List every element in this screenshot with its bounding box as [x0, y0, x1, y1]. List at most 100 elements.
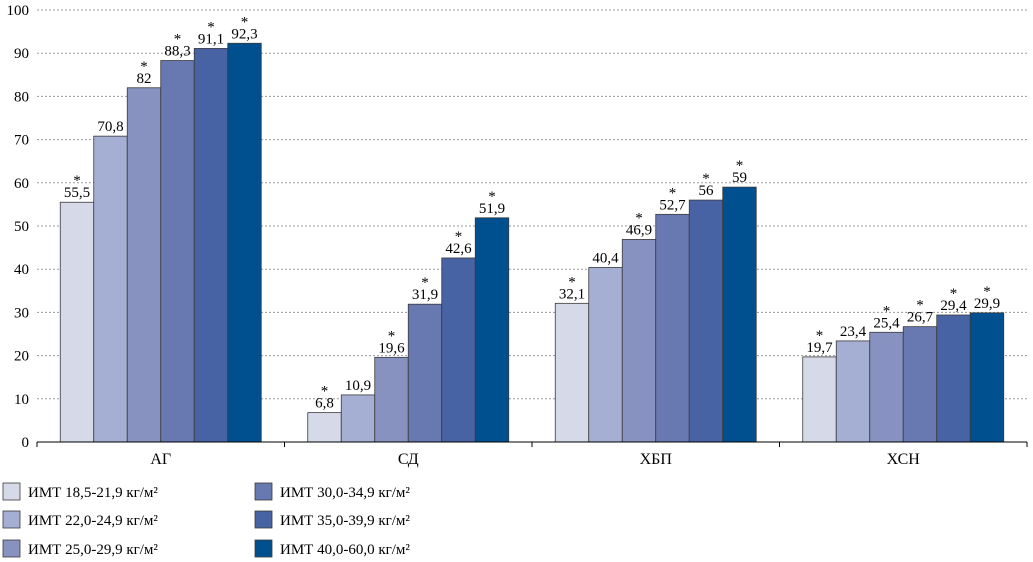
x-axis: АГ СД ХБП ХСН	[36, 441, 1028, 468]
data-label: 52,7	[659, 197, 686, 213]
significance-star: *	[241, 14, 249, 30]
legend-swatch	[254, 510, 273, 529]
y-tick-label: 0	[22, 435, 30, 451]
bar	[340, 394, 376, 443]
legend-label: ИМТ 25,0-29,9 кг/м²	[28, 542, 158, 558]
x-category-label: ХБП	[640, 451, 673, 468]
legend-swatch	[254, 482, 273, 501]
bar	[474, 217, 510, 443]
data-label: 56	[699, 183, 715, 199]
y-axis-ticks: 0 10 20 30 40 50 60 70 80 90 100	[7, 3, 30, 451]
legend-swatch	[2, 539, 21, 558]
legend-swatch	[254, 539, 273, 558]
data-label: 91,1	[198, 31, 224, 47]
x-category-label: ХСН	[887, 451, 921, 468]
bar	[93, 135, 128, 443]
bar	[936, 314, 971, 443]
significance-star: *	[73, 173, 81, 189]
data-label: 82	[137, 71, 152, 87]
x-category-label: АГ	[150, 451, 171, 468]
bar	[59, 201, 95, 443]
data-label: 88,3	[164, 44, 190, 60]
significance-star: *	[883, 303, 891, 319]
y-tick-label: 60	[14, 176, 29, 192]
bar	[374, 356, 409, 443]
data-label: 29,9	[974, 296, 1000, 312]
data-label: 19,6	[378, 340, 405, 356]
legend-label: ИМТ 22,0-24,9 кг/м²	[28, 513, 158, 529]
bar	[869, 331, 904, 443]
bar	[193, 48, 229, 443]
significance-star: *	[455, 229, 463, 245]
legend-swatch	[2, 510, 21, 529]
data-label: 51,9	[479, 201, 505, 217]
significance-star: *	[736, 158, 744, 174]
data-label: 70,8	[97, 119, 123, 135]
y-tick-label: 10	[14, 392, 29, 408]
bar	[588, 267, 623, 443]
legend-label: ИМТ 35,0-39,9 кг/м²	[280, 513, 410, 529]
significance-star: *	[140, 59, 148, 75]
bar	[307, 412, 342, 443]
data-label: 29,4	[940, 298, 967, 314]
data-label: 6,8	[315, 396, 334, 412]
significance-star: *	[207, 19, 215, 35]
data-label: 42,6	[445, 241, 472, 257]
data-label: 31,9	[412, 287, 438, 303]
significance-star: *	[816, 328, 824, 344]
data-label: 25,4	[873, 315, 900, 331]
bar	[969, 312, 1005, 443]
bar	[835, 340, 871, 443]
significance-star: *	[174, 32, 182, 48]
y-tick-label: 90	[14, 46, 29, 62]
data-label: 55,5	[64, 185, 90, 201]
bar	[126, 87, 162, 443]
data-label: 59	[732, 170, 747, 186]
y-tick-label: 70	[14, 133, 29, 149]
bar	[441, 257, 476, 443]
bars	[59, 42, 1005, 443]
data-label: 19,7	[806, 340, 833, 356]
data-label: 26,7	[907, 310, 934, 326]
data-label: 23,4	[840, 324, 867, 340]
significance-star: *	[388, 328, 396, 344]
significance-star: *	[702, 171, 710, 187]
y-tick-label: 30	[14, 305, 29, 321]
significance-star: *	[321, 384, 329, 400]
significance-star: *	[983, 284, 991, 300]
y-tick-label: 20	[14, 349, 29, 365]
legend-label: ИМТ 30,0-34,9 кг/м²	[280, 485, 410, 501]
data-label: 32,1	[559, 286, 585, 302]
legend-label: ИМТ 18,5-21,9 кг/м²	[28, 485, 158, 501]
significance-star: *	[421, 275, 429, 291]
data-label: 40,4	[592, 250, 619, 266]
significance-star: *	[568, 274, 576, 290]
legend-swatch	[2, 482, 21, 501]
significance-star: *	[488, 189, 496, 205]
bar	[688, 199, 724, 443]
y-tick-label: 40	[14, 262, 29, 278]
y-tick-label: 50	[14, 219, 29, 235]
x-category-label: СД	[398, 451, 419, 468]
legend: ИМТ 18,5-21,9 кг/м² ИМТ 22,0-24,9 кг/м² ИМ…	[2, 482, 410, 558]
data-label: 46,9	[626, 222, 652, 238]
bar	[722, 186, 757, 443]
bar	[160, 60, 195, 443]
legend-label: ИМТ 40,0-60,0 кг/м²	[280, 542, 410, 558]
y-tick-label: 80	[14, 89, 29, 105]
bar	[554, 302, 590, 443]
significance-star: *	[950, 286, 958, 302]
bar	[621, 238, 657, 443]
bar	[902, 326, 938, 443]
significance-star: *	[635, 210, 643, 226]
significance-star: *	[669, 185, 677, 201]
bar	[407, 303, 443, 443]
data-label: 92,3	[231, 26, 257, 42]
bar	[802, 356, 837, 443]
y-tick-label: 100	[7, 3, 30, 19]
significance-star: *	[916, 298, 924, 314]
data-label: 10,9	[345, 378, 371, 394]
bar	[655, 213, 690, 443]
bar	[227, 42, 262, 443]
